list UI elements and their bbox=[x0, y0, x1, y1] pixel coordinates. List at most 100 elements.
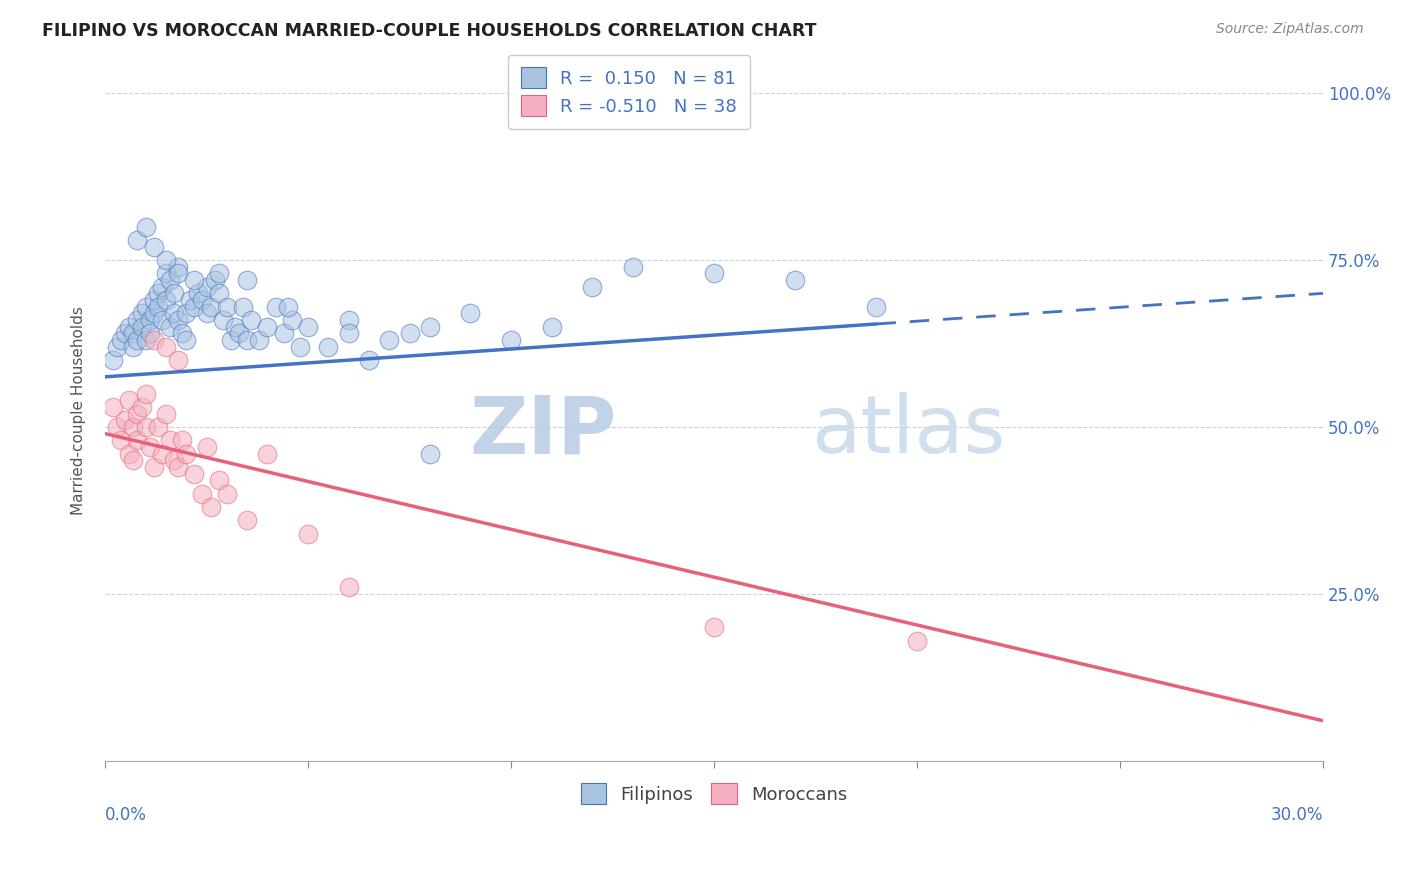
Point bbox=[118, 447, 141, 461]
Point bbox=[159, 319, 181, 334]
Point bbox=[337, 580, 360, 594]
Point bbox=[174, 333, 197, 347]
Point bbox=[101, 353, 124, 368]
Point bbox=[127, 407, 149, 421]
Point bbox=[297, 526, 319, 541]
Point bbox=[208, 266, 231, 280]
Point bbox=[297, 319, 319, 334]
Point bbox=[195, 440, 218, 454]
Point bbox=[135, 386, 157, 401]
Point bbox=[150, 313, 173, 327]
Point bbox=[785, 273, 807, 287]
Text: Source: ZipAtlas.com: Source: ZipAtlas.com bbox=[1216, 22, 1364, 37]
Point bbox=[281, 313, 304, 327]
Point bbox=[155, 340, 177, 354]
Point bbox=[142, 460, 165, 475]
Point bbox=[167, 266, 190, 280]
Point bbox=[138, 440, 160, 454]
Point bbox=[240, 313, 263, 327]
Point bbox=[200, 300, 222, 314]
Text: ZIP: ZIP bbox=[470, 392, 617, 470]
Text: atlas: atlas bbox=[811, 392, 1005, 470]
Point bbox=[273, 326, 295, 341]
Point bbox=[127, 333, 149, 347]
Point bbox=[256, 319, 278, 334]
Point bbox=[357, 353, 380, 368]
Point bbox=[540, 319, 562, 334]
Point bbox=[122, 420, 145, 434]
Point bbox=[114, 413, 136, 427]
Point bbox=[146, 286, 169, 301]
Point bbox=[114, 326, 136, 341]
Point bbox=[142, 293, 165, 307]
Point bbox=[122, 453, 145, 467]
Point bbox=[236, 333, 259, 347]
Point bbox=[167, 460, 190, 475]
Point bbox=[131, 319, 153, 334]
Point bbox=[419, 447, 441, 461]
Point bbox=[228, 326, 250, 341]
Point bbox=[135, 219, 157, 234]
Point bbox=[337, 313, 360, 327]
Text: 0.0%: 0.0% bbox=[105, 806, 146, 824]
Point bbox=[183, 467, 205, 481]
Point bbox=[703, 266, 725, 280]
Point bbox=[174, 306, 197, 320]
Point bbox=[122, 340, 145, 354]
Point bbox=[236, 513, 259, 527]
Text: FILIPINO VS MOROCCAN MARRIED-COUPLE HOUSEHOLDS CORRELATION CHART: FILIPINO VS MOROCCAN MARRIED-COUPLE HOUS… bbox=[42, 22, 817, 40]
Point bbox=[138, 313, 160, 327]
Point bbox=[167, 313, 190, 327]
Point bbox=[110, 434, 132, 448]
Point bbox=[135, 333, 157, 347]
Point bbox=[101, 400, 124, 414]
Point bbox=[155, 293, 177, 307]
Point bbox=[236, 273, 259, 287]
Point bbox=[172, 434, 194, 448]
Point bbox=[105, 340, 128, 354]
Point bbox=[337, 326, 360, 341]
Point bbox=[172, 326, 194, 341]
Point bbox=[142, 306, 165, 320]
Point bbox=[167, 353, 190, 368]
Point bbox=[703, 620, 725, 634]
Point bbox=[215, 300, 238, 314]
Point bbox=[398, 326, 420, 341]
Point bbox=[146, 300, 169, 314]
Point bbox=[163, 306, 186, 320]
Point bbox=[122, 326, 145, 341]
Point bbox=[159, 434, 181, 448]
Point bbox=[204, 273, 226, 287]
Point bbox=[167, 260, 190, 274]
Point bbox=[155, 252, 177, 267]
Point bbox=[288, 340, 311, 354]
Point bbox=[211, 313, 233, 327]
Point bbox=[142, 333, 165, 347]
Point bbox=[277, 300, 299, 314]
Y-axis label: Married-couple Households: Married-couple Households bbox=[72, 306, 86, 515]
Point bbox=[163, 286, 186, 301]
Point bbox=[127, 434, 149, 448]
Point bbox=[219, 333, 242, 347]
Point bbox=[378, 333, 401, 347]
Point bbox=[105, 420, 128, 434]
Point bbox=[621, 260, 644, 274]
Point bbox=[127, 313, 149, 327]
Point bbox=[110, 333, 132, 347]
Point bbox=[499, 333, 522, 347]
Point bbox=[138, 326, 160, 341]
Point bbox=[215, 486, 238, 500]
Point bbox=[155, 266, 177, 280]
Point bbox=[264, 300, 287, 314]
Point bbox=[191, 486, 214, 500]
Legend: Filipinos, Moroccans: Filipinos, Moroccans bbox=[569, 772, 858, 815]
Point bbox=[174, 447, 197, 461]
Point bbox=[208, 286, 231, 301]
Point bbox=[195, 279, 218, 293]
Point bbox=[195, 306, 218, 320]
Point bbox=[208, 473, 231, 487]
Point bbox=[131, 306, 153, 320]
Point bbox=[159, 273, 181, 287]
Point bbox=[187, 286, 209, 301]
Point bbox=[247, 333, 270, 347]
